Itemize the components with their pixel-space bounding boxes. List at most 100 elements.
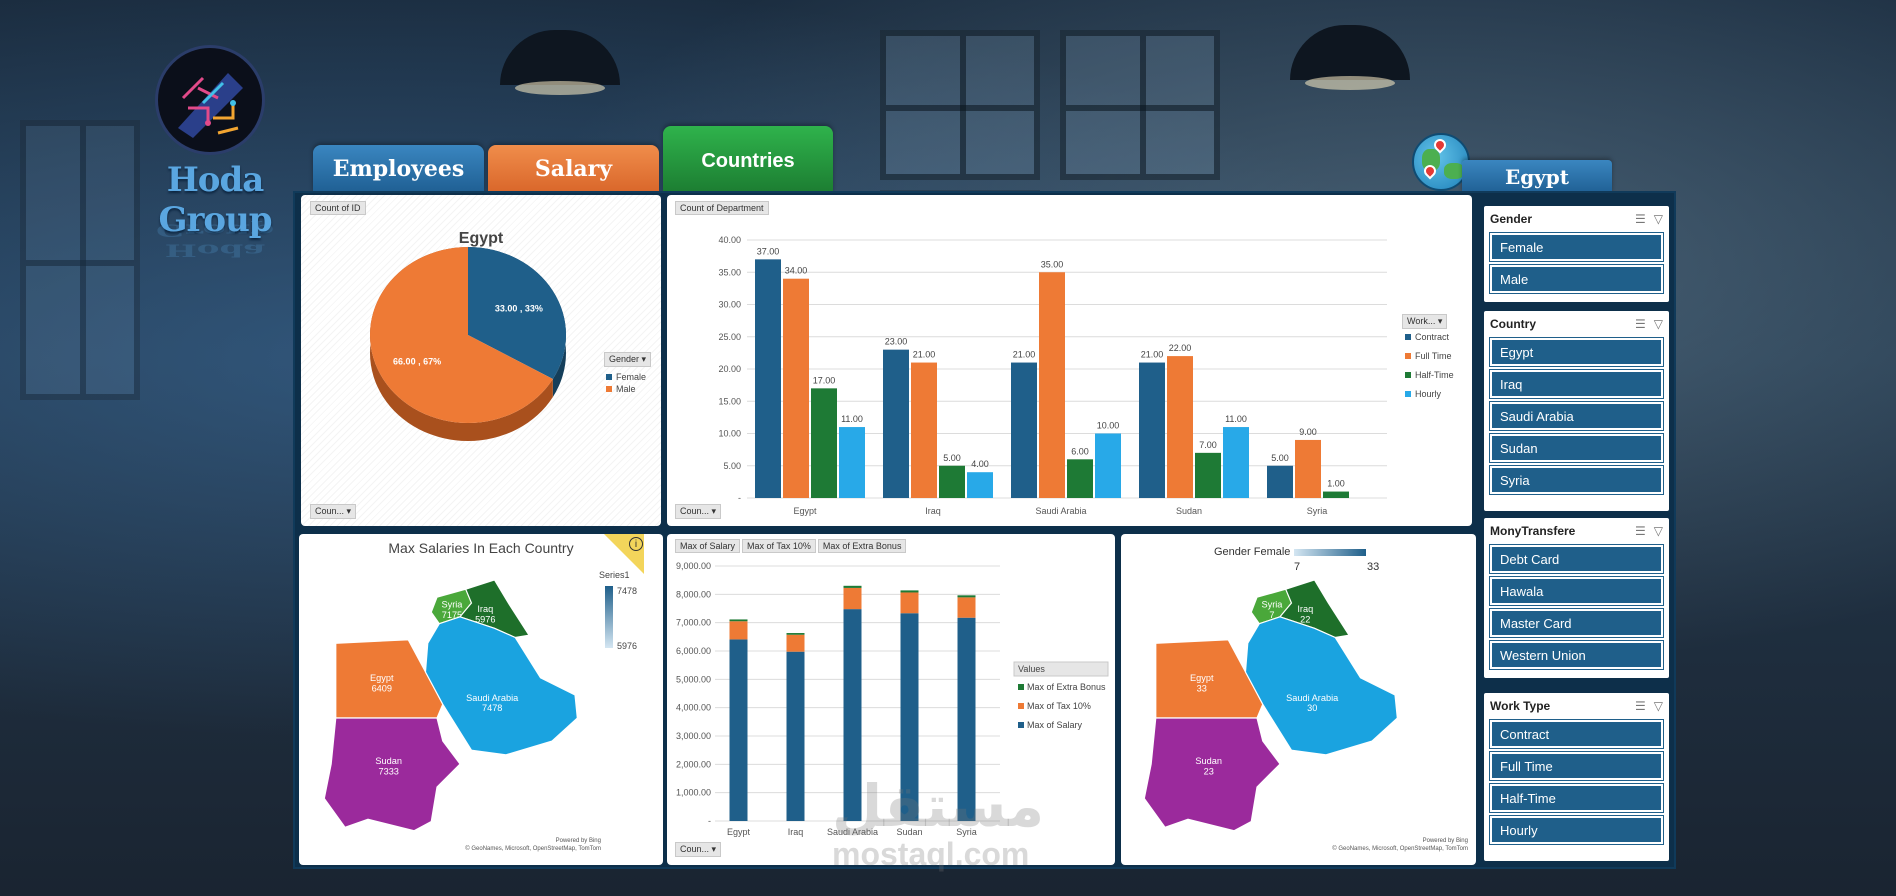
slicer-item-syria[interactable]: Syria [1489, 465, 1664, 495]
bar-full-time[interactable] [1039, 272, 1065, 498]
bar-half-time[interactable] [1195, 452, 1221, 498]
multi-select-icon[interactable]: ☰ [1635, 699, 1646, 713]
bar-full-time[interactable] [783, 278, 809, 498]
slicer-item-sudan[interactable]: Sudan [1489, 433, 1664, 463]
bar-contract[interactable] [883, 349, 909, 498]
pie-chart-title: Egypt [459, 230, 504, 247]
axis-field-label: Coun... [315, 506, 345, 516]
stack-segment-max-of-extra-bonus[interactable] [957, 595, 976, 598]
multi-select-icon[interactable]: ☰ [1635, 317, 1646, 331]
tab-employees[interactable]: Employees [313, 145, 484, 193]
y-tick-label: 5,000.00 [676, 674, 711, 684]
map-region-saudi-arabia[interactable] [424, 616, 578, 756]
multi-select-icon[interactable]: ☰ [1635, 212, 1646, 226]
map-legend-min: 7 [1294, 561, 1301, 573]
tab-salary[interactable]: Salary [488, 145, 659, 193]
bar-full-time[interactable] [1167, 356, 1193, 498]
y-tick-label: 40.00 [718, 235, 741, 245]
clear-filter-icon[interactable]: ▽ [1653, 317, 1663, 331]
map-region-value: 6409 [372, 684, 392, 694]
bar-half-time[interactable] [1067, 459, 1093, 498]
legend-item-female: Female [606, 372, 646, 382]
bar-chart-panel: Count of Department 40.00 35.00 30.00 25.00… [667, 195, 1472, 526]
stacked-bar-panel: Max of Salary Max of Tax 10% Max of Extr… [667, 534, 1115, 865]
axis-field-dropdown[interactable]: Coun... ▾ [675, 842, 722, 857]
pivot-field-max-tax[interactable]: Max of Tax 10% [742, 539, 816, 553]
bar-full-time[interactable] [1295, 439, 1321, 498]
map-legend-max: 7478 [617, 586, 638, 596]
tab-countries[interactable]: Countries [663, 126, 833, 194]
y-tick-label: 20.00 [718, 364, 741, 374]
stack-segment-max-of-tax-10-[interactable] [729, 621, 748, 640]
bar-half-time[interactable] [939, 465, 965, 498]
x-tick-label: Sudan [896, 827, 922, 837]
map-region-sudan[interactable] [323, 717, 461, 832]
y-tick-label: 3,000.00 [676, 731, 711, 741]
bar-hourly[interactable] [1095, 433, 1121, 499]
stack-segment-max-of-tax-10-[interactable] [786, 634, 805, 652]
slicer-item-male[interactable]: Male [1489, 264, 1664, 294]
stack-segment-max-of-salary[interactable] [786, 651, 805, 821]
stack-segment-max-of-tax-10-[interactable] [900, 592, 919, 614]
stack-segment-max-of-extra-bonus[interactable] [843, 585, 862, 588]
slicer-item-half-time[interactable]: Half-Time [1489, 783, 1664, 813]
pie-slice-male[interactable] [370, 247, 553, 423]
bar-hourly[interactable] [839, 427, 865, 498]
stack-segment-max-of-salary[interactable] [900, 613, 919, 821]
x-tick-label: Sudan [1176, 506, 1202, 516]
bar-contract[interactable] [755, 259, 781, 498]
stack-segment-max-of-tax-10-[interactable] [843, 587, 862, 610]
stack-segment-max-of-salary[interactable] [729, 639, 748, 821]
bar-contract[interactable] [1139, 362, 1165, 498]
pivot-field-max-salary[interactable]: Max of Salary [675, 539, 741, 553]
clear-filter-icon[interactable]: ▽ [1653, 699, 1663, 713]
stack-segment-max-of-salary[interactable] [843, 609, 862, 821]
max-salary-map-panel: Max Salaries In Each Country i Series1 7… [299, 534, 663, 865]
pivot-field-count-of-id[interactable]: Count of ID [310, 201, 366, 215]
clear-filter-icon[interactable]: ▽ [1653, 524, 1663, 538]
slicer-item-iraq[interactable]: Iraq [1489, 369, 1664, 399]
chevron-down-icon: ▾ [1437, 316, 1443, 326]
y-tick-label: - [738, 493, 741, 503]
legend-swatch [606, 374, 612, 380]
clear-filter-icon[interactable]: ▽ [1653, 212, 1663, 226]
slicer-item-egypt[interactable]: Egypt [1489, 337, 1664, 367]
bar-full-time[interactable] [911, 362, 937, 498]
stack-segment-max-of-tax-10-[interactable] [957, 597, 976, 618]
map-region-saudi-arabia[interactable] [1244, 616, 1398, 756]
slicer-title: Work Type [1490, 699, 1551, 713]
map-region-name: Iraq [1297, 604, 1313, 614]
bar-half-time[interactable] [1323, 491, 1349, 498]
bar-contract[interactable] [1267, 465, 1293, 498]
map-region-name: Iraq [477, 604, 493, 614]
slicer-item-female[interactable]: Female [1489, 232, 1664, 262]
legend-gender-dropdown[interactable]: Gender ▾ [604, 352, 652, 367]
stack-segment-max-of-extra-bonus[interactable] [786, 633, 805, 635]
multi-select-icon[interactable]: ☰ [1635, 524, 1646, 538]
legend-worktype-dropdown[interactable]: Work... ▾ [1402, 314, 1448, 329]
watermark-latin: mostaql.com [832, 836, 1030, 872]
slicer-item-debt-card[interactable]: Debt Card [1489, 544, 1664, 574]
map-region-value: 5976 [475, 615, 495, 625]
axis-field-dropdown[interactable]: Coun... ▾ [310, 504, 357, 519]
slicer-item-contract[interactable]: Contract [1489, 719, 1664, 749]
slicer-item-hourly[interactable]: Hourly [1489, 815, 1664, 845]
bar-hourly[interactable] [967, 472, 993, 498]
slicer-item-hawala[interactable]: Hawala [1489, 576, 1664, 606]
stack-segment-max-of-salary[interactable] [957, 617, 976, 821]
pivot-field-count-of-department[interactable]: Count of Department [675, 201, 769, 215]
stack-segment-max-of-extra-bonus[interactable] [729, 619, 748, 622]
stack-segment-max-of-extra-bonus[interactable] [900, 590, 919, 593]
bar-hourly[interactable] [1223, 427, 1249, 498]
slicer-item-saudi-arabia[interactable]: Saudi Arabia [1489, 401, 1664, 431]
axis-field-dropdown[interactable]: Coun... ▾ [675, 504, 722, 519]
slicer-item-master-card[interactable]: Master Card [1489, 608, 1664, 638]
slicer-item-full-time[interactable]: Full Time [1489, 751, 1664, 781]
pivot-field-max-extra-bonus[interactable]: Max of Extra Bonus [817, 539, 907, 553]
bar-contract[interactable] [1011, 362, 1037, 498]
map-region-sudan[interactable] [1143, 717, 1281, 832]
pie-slice-female[interactable] [468, 247, 566, 379]
info-icon[interactable]: i [629, 537, 643, 551]
bar-half-time[interactable] [811, 388, 837, 498]
slicer-item-western-union[interactable]: Western Union [1489, 640, 1664, 670]
